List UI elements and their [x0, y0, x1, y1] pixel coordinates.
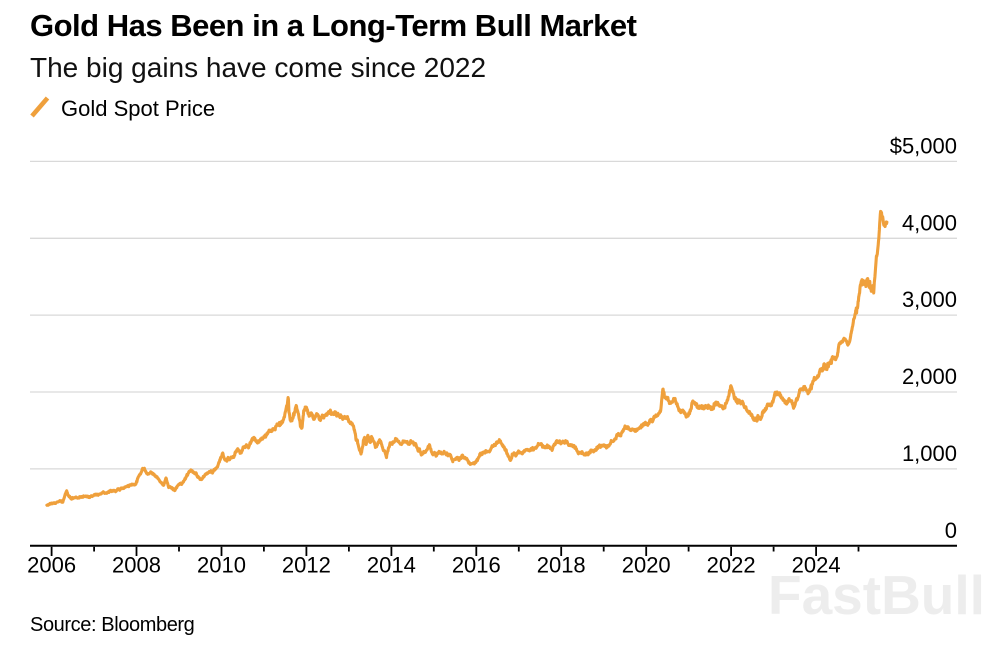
svg-text:Gold Spot Price: Gold Spot Price	[61, 96, 215, 121]
svg-text:2008: 2008	[112, 553, 161, 578]
svg-text:FastBull: FastBull	[768, 564, 985, 626]
svg-text:2,000: 2,000	[902, 364, 957, 389]
svg-text:2010: 2010	[197, 553, 246, 578]
svg-text:2012: 2012	[282, 553, 331, 578]
svg-text:The big gains have come since: The big gains have come since 2022	[30, 52, 486, 83]
svg-text:2016: 2016	[452, 553, 501, 578]
svg-text:0: 0	[945, 518, 957, 543]
svg-text:2018: 2018	[537, 553, 586, 578]
svg-text:1,000: 1,000	[902, 441, 957, 466]
svg-text:2014: 2014	[367, 553, 416, 578]
svg-text:4,000: 4,000	[902, 210, 957, 235]
svg-text:Source: Bloomberg: Source: Bloomberg	[30, 614, 194, 636]
svg-text:2022: 2022	[707, 553, 756, 578]
svg-text:Gold Has Been in a Long-Term B: Gold Has Been in a Long-Term Bull Market	[30, 8, 637, 43]
svg-text:2024: 2024	[792, 553, 841, 578]
svg-text:2020: 2020	[622, 553, 671, 578]
svg-text:2006: 2006	[27, 553, 76, 578]
svg-text:3,000: 3,000	[902, 287, 957, 312]
svg-text:$5,000: $5,000	[890, 134, 957, 159]
